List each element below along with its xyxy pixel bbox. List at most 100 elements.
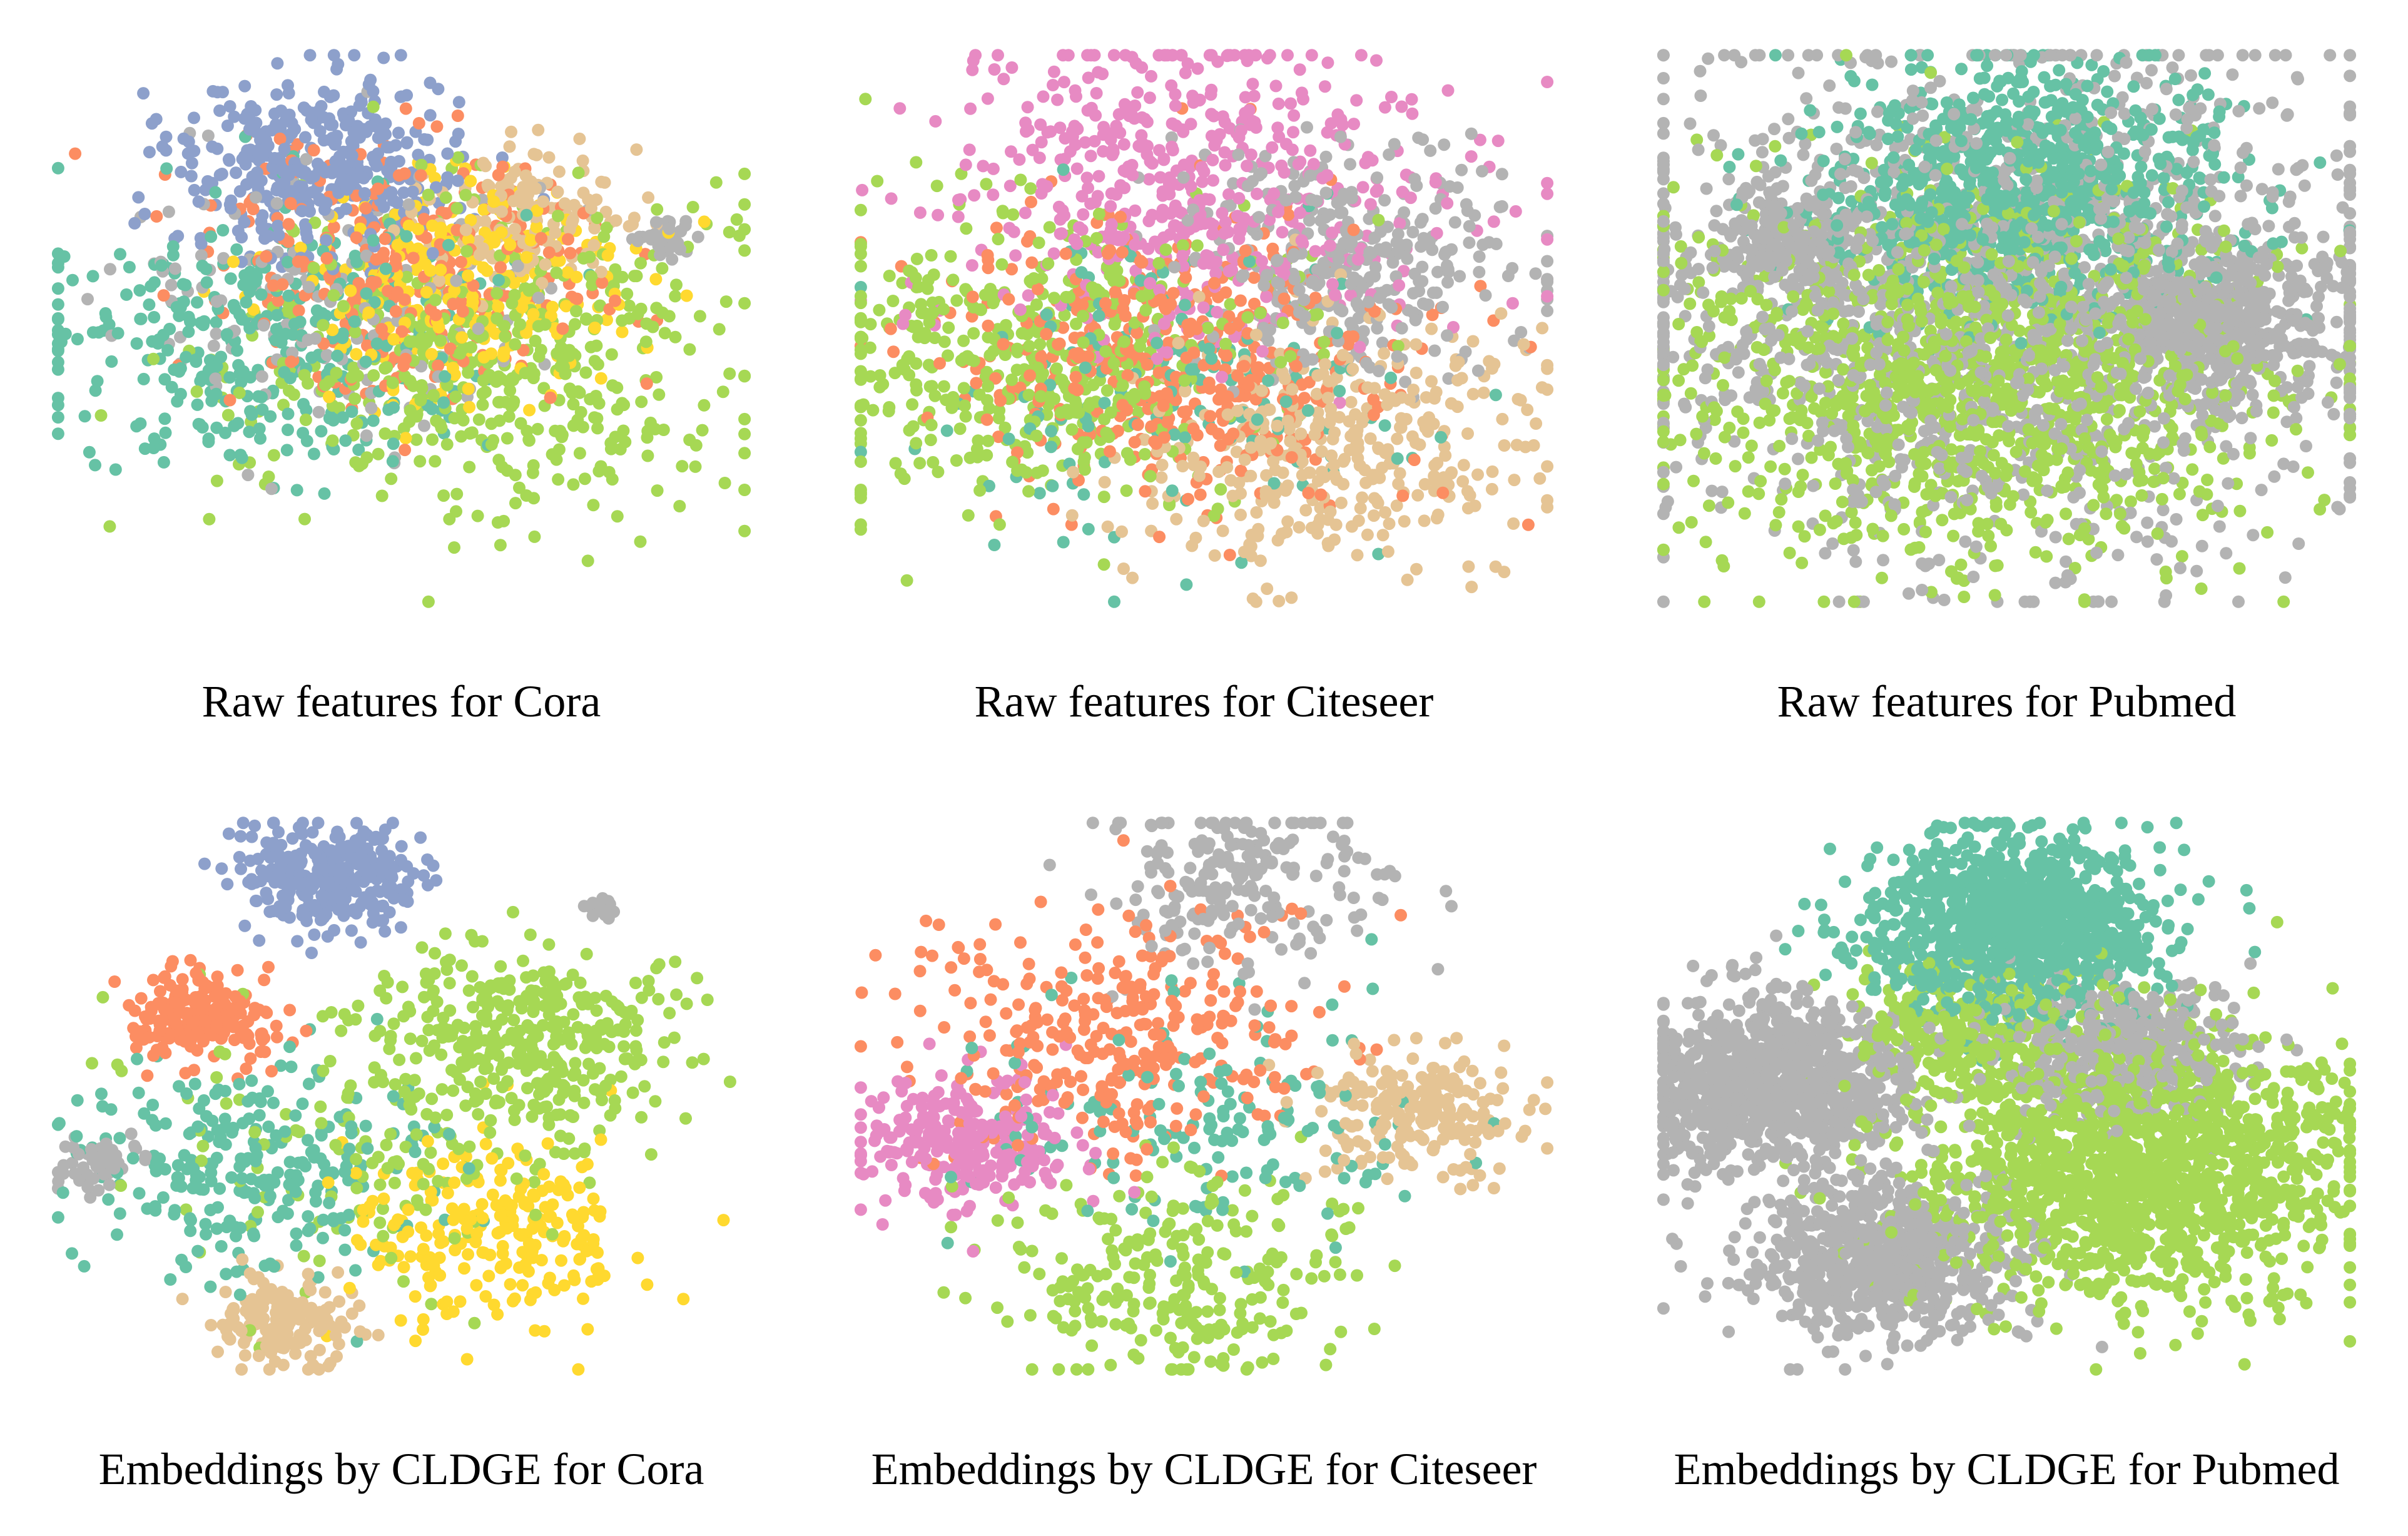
data-point-green — [942, 349, 954, 362]
data-point-gray — [1376, 286, 1389, 299]
data-point-blue — [223, 154, 236, 167]
data-point-teal — [1108, 595, 1120, 608]
data-point-orange — [292, 255, 305, 268]
data-point-green — [886, 295, 900, 307]
data-point-green — [1048, 292, 1060, 305]
data-point-pink — [1370, 54, 1383, 67]
data-point-orange — [1368, 305, 1381, 318]
data-point-blue — [319, 166, 332, 179]
data-point-green — [1065, 405, 1079, 418]
data-point-gray — [169, 262, 181, 275]
data-point-orange — [933, 357, 946, 370]
data-point-green — [854, 455, 867, 468]
data-point-blue — [245, 100, 258, 113]
data-point-blue — [185, 156, 198, 170]
data-point-gray — [1409, 313, 1422, 327]
data-point-teal — [1391, 452, 1404, 465]
data-point-green — [621, 287, 634, 300]
data-point-teal — [111, 327, 124, 340]
data-point-green — [947, 273, 960, 287]
data-point-pink — [1144, 277, 1157, 290]
data-point-teal — [1489, 389, 1502, 402]
data-point-gray — [1165, 131, 1178, 144]
data-point-gray — [1241, 180, 1254, 193]
data-point-tan — [1410, 338, 1423, 351]
data-point-tan — [1349, 408, 1362, 421]
data-point-green — [94, 409, 108, 422]
data-point-orange — [359, 201, 372, 215]
data-point-blue — [333, 150, 346, 163]
scatter-plot — [854, 49, 1554, 608]
data-point-green — [635, 395, 648, 409]
data-point-green — [490, 312, 504, 325]
data-point-gray — [312, 405, 325, 419]
data-point-green — [906, 398, 919, 411]
data-point-green — [871, 175, 884, 188]
data-point-green — [584, 270, 597, 283]
data-point-tan — [1126, 571, 1139, 584]
data-point-tan — [1351, 549, 1364, 562]
data-point-tan — [1431, 457, 1444, 469]
data-point-pink — [1441, 196, 1454, 210]
data-point-teal — [1082, 522, 1095, 536]
data-point-green — [1085, 281, 1099, 294]
data-point-green — [910, 252, 923, 265]
data-point-tan — [1489, 560, 1502, 573]
data-point-tan — [1398, 515, 1411, 528]
data-point-gray — [1371, 171, 1384, 184]
data-point-gray — [2246, 389, 2259, 402]
data-point-teal — [210, 316, 223, 329]
data-point-orange — [451, 109, 464, 122]
data-point-pink — [1084, 150, 1097, 163]
data-point-teal — [854, 281, 867, 293]
data-point-gray — [1399, 375, 1412, 389]
data-point-tan — [1187, 451, 1200, 464]
data-point-green — [1022, 485, 1035, 498]
data-point-green — [347, 361, 360, 374]
data-point-green — [427, 389, 440, 402]
caption: Raw features for Citeseer — [974, 676, 1434, 726]
data-point-green — [883, 270, 896, 282]
data-point-orange — [430, 120, 444, 133]
data-point-gray — [1529, 267, 1542, 280]
data-point-pink — [1112, 108, 1125, 121]
data-point-green — [942, 321, 955, 334]
data-point-yellow — [424, 264, 437, 277]
data-point-teal — [988, 539, 1001, 551]
data-point-tan — [1276, 365, 1289, 379]
data-point-blue — [332, 58, 345, 71]
data-point-gray — [472, 322, 485, 335]
data-point-green — [563, 382, 576, 395]
data-point-tan — [1507, 517, 1520, 530]
data-point-pink — [1287, 126, 1299, 139]
data-point-pink — [1124, 160, 1137, 173]
data-point-green — [455, 430, 468, 443]
data-point-blue — [262, 230, 275, 243]
data-point-pink — [1256, 255, 1268, 268]
data-point-green — [910, 384, 923, 397]
data-point-gray — [257, 319, 270, 332]
data-point-tan — [1400, 413, 1413, 425]
data-point-orange — [1011, 446, 1024, 459]
data-point-pink — [1013, 303, 1027, 316]
data-point-pink — [1509, 205, 1522, 218]
data-point-tan — [622, 220, 636, 233]
data-point-pink — [1022, 289, 1035, 302]
data-point-gray — [1441, 263, 1455, 276]
data-point-green — [730, 213, 743, 226]
data-point-teal — [91, 375, 104, 388]
data-point-green — [345, 370, 358, 384]
data-point-green — [873, 369, 886, 382]
data-point-yellow — [477, 203, 490, 216]
data-point-pink — [1131, 86, 1144, 99]
data-point-gray — [1386, 256, 1400, 269]
data-point-gray — [1187, 203, 1200, 216]
data-point-yellow — [466, 295, 479, 308]
data-point-tan — [1294, 427, 1308, 440]
data-point-green — [854, 260, 867, 273]
data-point-yellow — [387, 333, 400, 346]
data-point-tan — [532, 123, 545, 136]
data-point-green — [925, 380, 938, 393]
data-point-green — [617, 424, 630, 437]
data-point-pink — [1196, 175, 1209, 188]
